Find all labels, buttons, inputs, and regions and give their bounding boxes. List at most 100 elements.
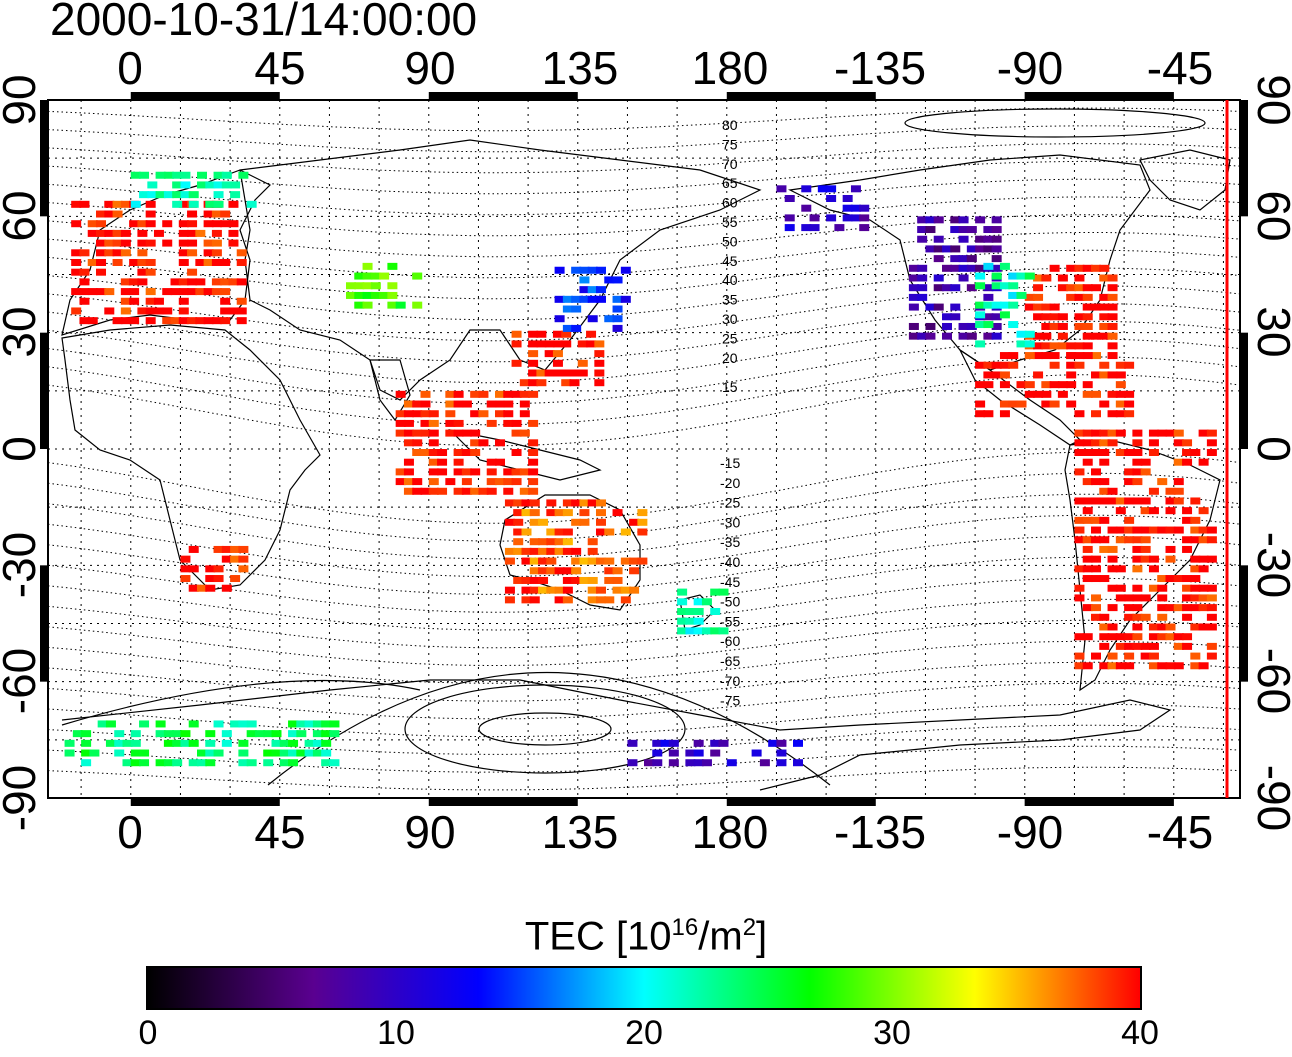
tec-cell	[693, 627, 704, 635]
tec-cell	[221, 555, 232, 563]
tec-cell	[163, 191, 174, 199]
coastline-path	[369, 359, 411, 422]
south-auroral-contour	[267, 671, 831, 786]
tec-cell	[917, 332, 928, 340]
tec-cell	[236, 317, 247, 325]
tec-cell	[420, 400, 431, 408]
contour-label: 70	[722, 156, 738, 172]
tec-cell	[1082, 390, 1093, 398]
tec-cell	[137, 268, 148, 276]
tec-cell	[1057, 332, 1068, 340]
tec-cell	[595, 557, 606, 565]
tec-cell	[528, 340, 539, 348]
tec-cell	[420, 410, 431, 418]
tec-cell	[826, 195, 837, 203]
tec-cell	[1099, 274, 1110, 282]
tec-cell	[1182, 613, 1193, 621]
tec-cell	[528, 419, 539, 427]
tec-cell	[220, 210, 231, 218]
tec-cell	[81, 739, 92, 747]
tec-cell	[155, 171, 166, 179]
tec-cell	[428, 419, 439, 427]
tec-cell	[445, 390, 456, 398]
coastline-path	[61, 324, 321, 591]
tec-cell	[554, 586, 565, 594]
tec-cell	[1148, 662, 1159, 670]
tec-cell	[604, 528, 615, 536]
tec-cell	[461, 400, 472, 408]
tec-cell	[1132, 555, 1143, 563]
tec-cell	[1198, 584, 1209, 592]
tec-cell	[620, 266, 631, 274]
tec-cell	[1115, 584, 1126, 592]
tec-cell	[1074, 284, 1085, 292]
tec-cell	[776, 749, 787, 757]
tec-cell	[1124, 604, 1135, 612]
tec-cell	[991, 235, 1002, 243]
tec-cell	[1057, 381, 1068, 389]
tec-cell	[178, 200, 189, 208]
tec-cell	[521, 576, 532, 584]
tec-cell	[529, 538, 540, 546]
tec-cell	[354, 282, 365, 290]
tec-cell	[917, 293, 928, 301]
tec-cell	[1008, 272, 1019, 280]
tec-cell	[554, 547, 565, 555]
tec-cell	[263, 759, 274, 767]
tec-cell	[1091, 429, 1101, 437]
tec-cell	[1190, 497, 1201, 505]
frame-band-right	[1240, 100, 1248, 217]
tec-cell	[1190, 565, 1201, 573]
tec-cell	[370, 282, 381, 290]
tec-cell	[999, 311, 1010, 319]
tec-cell	[594, 359, 605, 367]
tec-cell	[1099, 545, 1110, 553]
tec-cell	[453, 458, 464, 466]
tec-cell	[710, 607, 721, 615]
tec-cell	[1074, 584, 1085, 592]
tec-cell	[203, 210, 214, 218]
tec-cell	[395, 429, 406, 437]
tec-cell	[546, 499, 557, 507]
tec-cell	[1157, 526, 1168, 534]
tec-cell	[180, 565, 191, 573]
tec-cell	[1198, 507, 1209, 515]
x-top-tick-label: 90	[404, 42, 455, 94]
tec-cell	[213, 545, 224, 553]
tec-cell	[1165, 545, 1176, 553]
tec-cell	[64, 739, 75, 747]
tec-cell	[387, 301, 398, 309]
tec-cell	[983, 313, 994, 321]
tec-cell	[562, 509, 573, 517]
tec-cell	[87, 220, 98, 228]
tec-cell	[950, 284, 961, 292]
tec-cell	[203, 249, 214, 257]
tec-cell	[991, 216, 1002, 224]
tec-cell	[975, 361, 986, 369]
colorbar-tick-label: 40	[1121, 1014, 1159, 1052]
contour-line	[48, 514, 1240, 578]
tec-cell	[1115, 536, 1126, 544]
tec-cell	[1206, 555, 1217, 563]
tec-cell	[288, 749, 299, 757]
tec-cell	[163, 171, 174, 179]
tec-cell	[1107, 439, 1118, 447]
tec-cell	[221, 739, 232, 747]
tec-cell	[129, 288, 140, 296]
tec-cell	[79, 288, 90, 296]
tec-cell	[112, 249, 123, 257]
tec-cell	[1148, 633, 1159, 641]
tec-cell	[79, 278, 90, 286]
tec-cell	[677, 627, 688, 635]
tec-cell	[562, 586, 573, 594]
x-bottom-tick-label: -135	[834, 806, 926, 858]
tec-cell	[528, 449, 539, 456]
tec-cell	[685, 617, 696, 625]
tec-cell	[544, 350, 555, 358]
tec-cell	[1182, 516, 1193, 524]
tec-cell	[362, 301, 373, 309]
tec-cell	[72, 730, 83, 738]
tec-cell	[595, 499, 606, 507]
tec-cell	[238, 720, 249, 728]
tec-cell	[1206, 449, 1217, 456]
